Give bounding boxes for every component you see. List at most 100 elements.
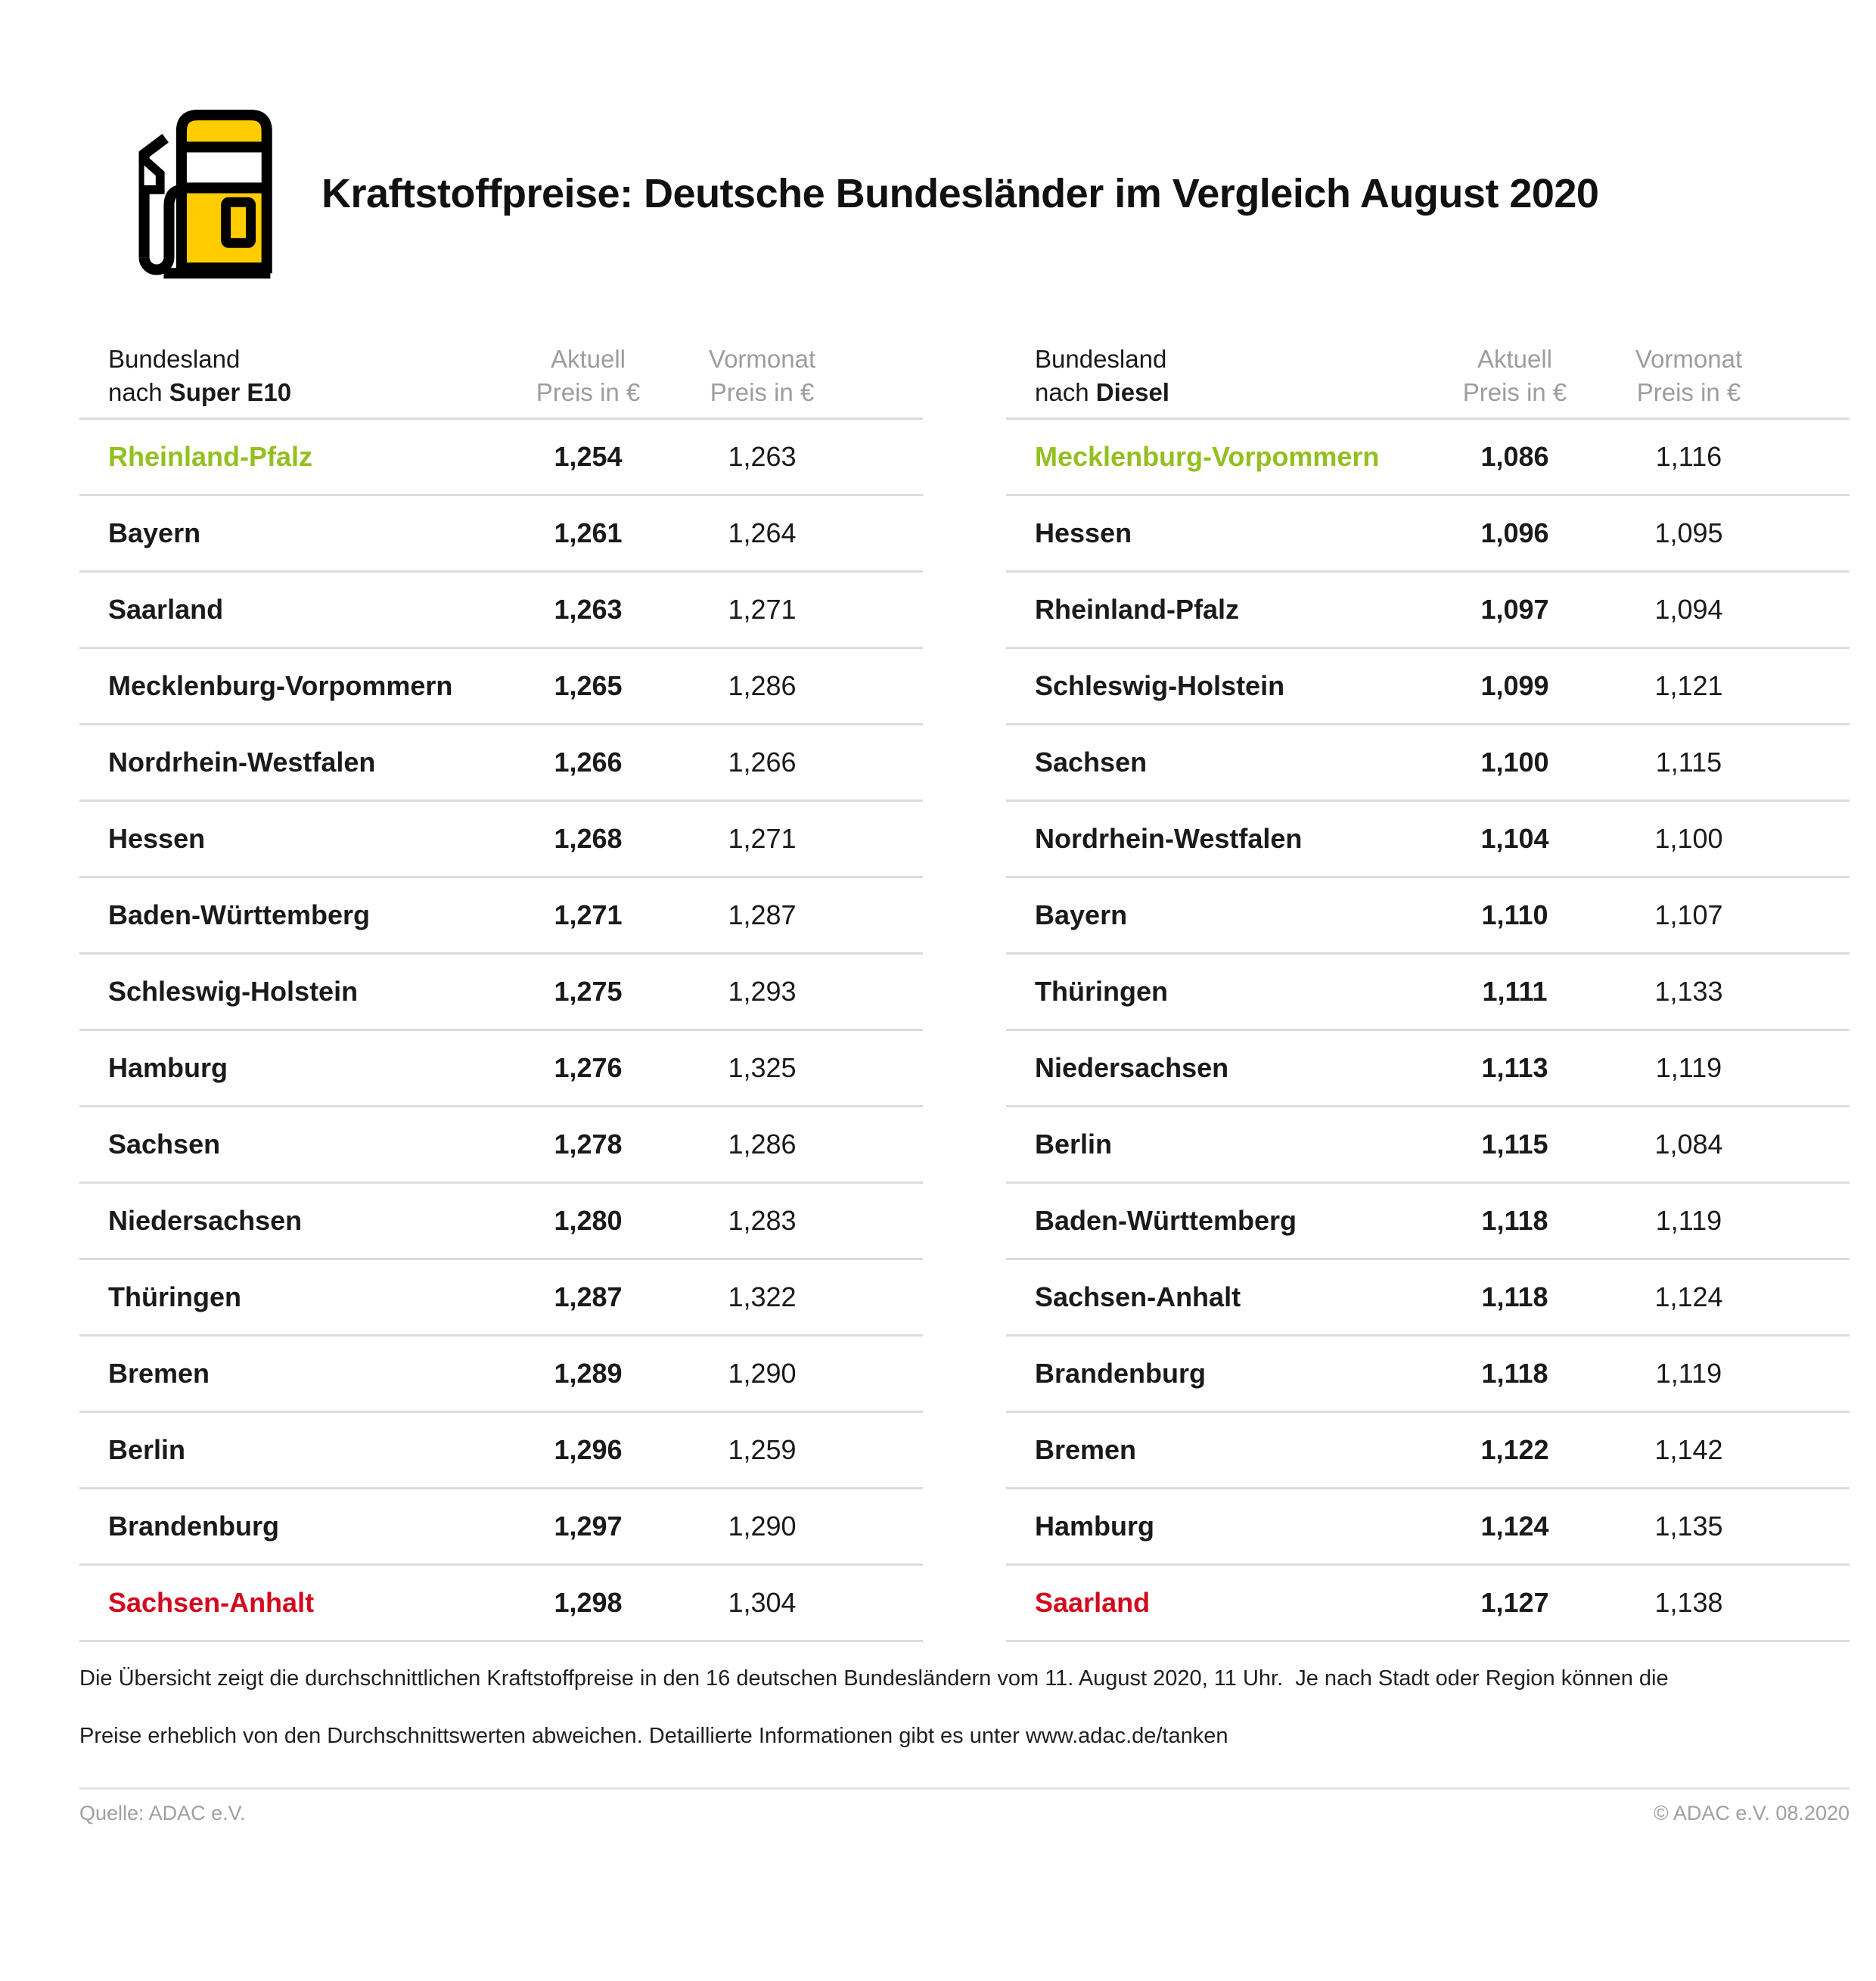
vormonat-price: 1,259: [728, 1434, 797, 1466]
table-row: Berlin 1,296 1,259: [79, 1413, 923, 1490]
table-row: Sachsen 1,278 1,286: [79, 1107, 923, 1185]
bundesland-name: Baden-Württemberg: [1035, 1205, 1297, 1237]
copyright-label: © ADAC e.V. 08.2020: [1653, 1802, 1850, 1825]
aktuell-price: 1,278: [554, 1129, 623, 1160]
bundesland-name: Baden-Württemberg: [108, 899, 371, 931]
bundesland-name: Mecklenburg-Vorpommern: [1035, 441, 1380, 473]
vormonat-price: 1,100: [1654, 823, 1723, 855]
aktuell-price: 1,297: [554, 1511, 623, 1542]
bundesland-name: Bremen: [1035, 1434, 1137, 1466]
table-row: Mecklenburg-Vorpommern 1,265 1,286: [79, 649, 923, 726]
table-row: Schleswig-Holstein 1,275 1,293: [79, 955, 923, 1032]
bundesland-name: Hessen: [108, 823, 206, 855]
vormonat-price: 1,119: [1655, 1052, 1722, 1084]
bundesland-name: Mecklenburg-Vorpommern: [108, 670, 453, 702]
bundesland-name: Thüringen: [1035, 976, 1168, 1008]
vormonat-price: 1,287: [728, 899, 797, 931]
column-header-aktuell: Aktuell Preis in €: [1462, 345, 1567, 406]
bundesland-name: Thüringen: [108, 1281, 241, 1313]
table-row: Niedersachsen 1,113 1,119: [1006, 1031, 1850, 1108]
table-row: Brandenburg 1,118 1,119: [1006, 1337, 1850, 1414]
vormonat-price: 1,322: [728, 1281, 797, 1313]
aktuell-price: 1,097: [1480, 594, 1549, 626]
vormonat-price: 1,266: [728, 747, 797, 778]
vormonat-price: 1,084: [1654, 1129, 1723, 1160]
fuel-pump-icon: [138, 110, 272, 279]
table-row: Saarland 1,127 1,138: [1006, 1566, 1850, 1643]
vormonat-price: 1,094: [1654, 594, 1723, 626]
aktuell-price: 1,118: [1481, 1281, 1548, 1313]
price-tables: Bundesland nach Super E10 Aktuell Preis …: [79, 343, 1850, 1643]
column-header-bundesland: Bundesland nach Diesel: [1006, 343, 1433, 408]
aktuell-price: 1,113: [1481, 1052, 1548, 1084]
bundesland-name: Bremen: [108, 1358, 210, 1389]
aktuell-price: 1,265: [554, 670, 623, 702]
vormonat-price: 1,271: [728, 594, 797, 626]
bundesland-name: Nordrhein-Westfalen: [108, 747, 376, 778]
vormonat-price: 1,290: [728, 1511, 797, 1542]
bundesland-name: Brandenburg: [1035, 1358, 1207, 1389]
aktuell-price: 1,118: [1481, 1358, 1548, 1389]
table-row: Nordrhein-Westfalen 1,266 1,266: [79, 725, 923, 803]
masthead: Kraftstoffpreise: Deutsche Bundesländer …: [121, 104, 1846, 282]
bundesland-name: Bayern: [1035, 899, 1128, 931]
table-row: Rheinland-Pfalz 1,097 1,094: [1006, 573, 1850, 650]
vormonat-price: 1,264: [728, 517, 797, 549]
column-header-bundesland-line1: Bundesland: [108, 345, 241, 373]
vormonat-price: 1,119: [1655, 1358, 1722, 1389]
footnote-line1: Die Übersicht zeigt die durchschnittlich…: [79, 1666, 1669, 1691]
aktuell-price: 1,276: [554, 1052, 623, 1084]
column-header-vormonat: Vormonat Preis in €: [708, 345, 816, 406]
bundesland-name: Niedersachsen: [108, 1205, 303, 1237]
bundesland-name: Rheinland-Pfalz: [1035, 594, 1240, 626]
column-header-bundesland-line1: Bundesland: [1035, 345, 1167, 373]
vormonat-price: 1,119: [1655, 1205, 1722, 1237]
aktuell-price: 1,261: [554, 517, 623, 549]
table-row: Thüringen 1,111 1,133: [1006, 955, 1850, 1032]
column-header-nach: nach: [1035, 377, 1096, 406]
vormonat-price: 1,116: [1655, 441, 1722, 473]
table-diesel: Bundesland nach Diesel Aktuell Preis in …: [1006, 343, 1850, 1643]
aktuell-price: 1,254: [554, 441, 623, 473]
vormonat-price: 1,263: [728, 441, 797, 473]
vormonat-price: 1,286: [728, 670, 797, 702]
bundesland-name: Sachsen-Anhalt: [1035, 1281, 1241, 1313]
column-header-vormonat: Vormonat Preis in €: [1635, 345, 1743, 406]
vormonat-price: 1,304: [728, 1587, 797, 1619]
footer-divider: [79, 1787, 1850, 1790]
table-row: Brandenburg 1,297 1,290: [79, 1489, 923, 1566]
vormonat-price: 1,286: [728, 1129, 797, 1160]
bundesland-name: Sachsen: [1035, 747, 1148, 778]
vormonat-price: 1,121: [1654, 670, 1723, 702]
aktuell-price: 1,289: [554, 1358, 623, 1389]
footnote-line2: Preise erheblich von den Durchschnittswe…: [79, 1724, 1228, 1749]
vormonat-price: 1,095: [1654, 517, 1723, 549]
aktuell-price: 1,122: [1480, 1434, 1549, 1466]
bundesland-name: Berlin: [1035, 1129, 1113, 1160]
aktuell-price: 1,104: [1480, 823, 1549, 855]
vormonat-price: 1,138: [1654, 1587, 1723, 1619]
footer: Quelle: ADAC e.V. © ADAC e.V. 08.2020: [79, 1802, 1850, 1825]
aktuell-price: 1,275: [554, 976, 623, 1008]
bundesland-name: Saarland: [108, 594, 224, 626]
bundesland-name: Saarland: [1035, 1587, 1151, 1619]
bundesland-name: Hessen: [1035, 517, 1132, 549]
vormonat-price: 1,271: [728, 823, 797, 855]
table-row: Bremen 1,289 1,290: [79, 1337, 923, 1414]
aktuell-price: 1,124: [1480, 1511, 1549, 1542]
table-row: Hamburg 1,276 1,325: [79, 1031, 923, 1108]
table-row: Bremen 1,122 1,142: [1006, 1413, 1850, 1490]
table-super-e10: Bundesland nach Super E10 Aktuell Preis …: [79, 343, 923, 1643]
bundesland-name: Berlin: [108, 1434, 186, 1466]
aktuell-price: 1,086: [1480, 441, 1549, 473]
vormonat-price: 1,115: [1655, 747, 1722, 778]
table-body-diesel: Mecklenburg-Vorpommern 1,086 1,116 Hesse…: [1006, 420, 1850, 1643]
vormonat-price: 1,142: [1654, 1434, 1723, 1466]
column-header-nach: nach: [108, 377, 169, 406]
table-row: Rheinland-Pfalz 1,254 1,263: [79, 420, 923, 497]
table-row: Thüringen 1,287 1,322: [79, 1260, 923, 1337]
bundesland-name: Brandenburg: [108, 1511, 280, 1542]
aktuell-price: 1,298: [554, 1587, 623, 1619]
vormonat-price: 1,107: [1654, 899, 1723, 931]
aktuell-price: 1,266: [554, 747, 623, 778]
